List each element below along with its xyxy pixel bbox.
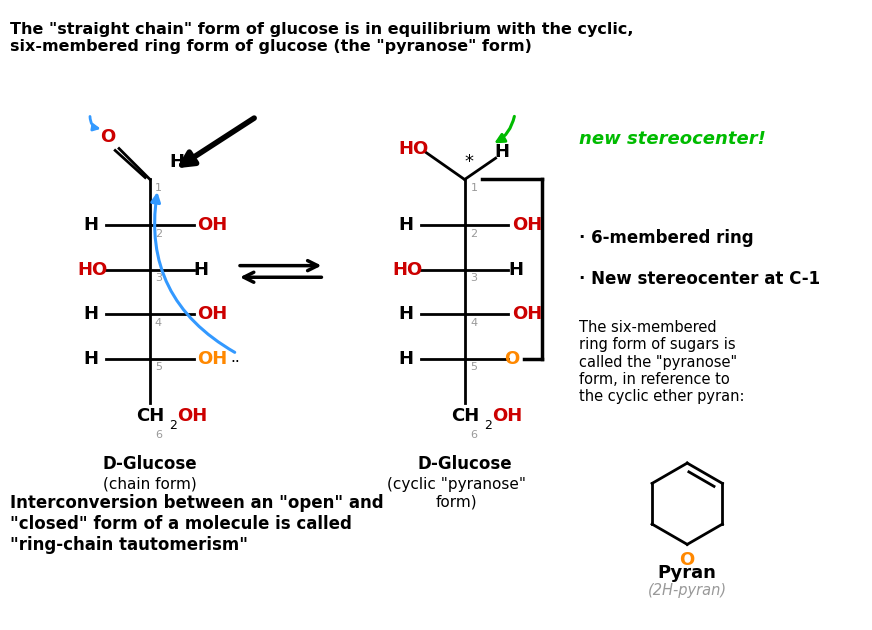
Text: H: H	[398, 305, 413, 323]
Text: H: H	[84, 216, 99, 234]
Text: new stereocenter!: new stereocenter!	[579, 130, 766, 148]
Text: ··: ··	[230, 355, 240, 370]
FancyArrowPatch shape	[152, 195, 235, 352]
Text: H: H	[84, 305, 99, 323]
Text: OH: OH	[512, 305, 542, 323]
Text: H: H	[494, 144, 509, 161]
Text: Interconversion between an "open" and
"closed" form of a molecule is called
"rin: Interconversion between an "open" and "c…	[10, 494, 384, 554]
Text: · 6-membered ring: · 6-membered ring	[579, 229, 753, 246]
Text: 1: 1	[470, 183, 477, 193]
Text: (2H-pyran): (2H-pyran)	[648, 583, 726, 598]
Text: H: H	[398, 216, 413, 234]
Text: 2: 2	[155, 229, 162, 239]
Text: 2: 2	[484, 418, 492, 432]
Text: H: H	[508, 261, 523, 278]
Text: OH: OH	[197, 305, 228, 323]
Text: 4: 4	[155, 318, 162, 328]
Text: OH: OH	[512, 216, 542, 234]
Text: 3: 3	[155, 273, 162, 284]
Text: D-Glucose: D-Glucose	[103, 455, 197, 473]
Text: OH: OH	[197, 350, 228, 367]
Text: 6: 6	[470, 430, 477, 440]
Text: 3: 3	[470, 273, 477, 284]
Text: 5: 5	[470, 362, 477, 372]
Text: The "straight chain" form of glucose is in equilibrium with the cyclic,
six-memb: The "straight chain" form of glucose is …	[10, 21, 633, 54]
Text: HO: HO	[392, 261, 422, 278]
Text: (chain form): (chain form)	[103, 477, 197, 491]
Text: O: O	[504, 350, 520, 367]
FancyArrowPatch shape	[90, 117, 98, 130]
Text: H: H	[398, 350, 413, 367]
Text: O: O	[99, 128, 115, 146]
FancyArrowPatch shape	[497, 117, 514, 142]
Text: CH: CH	[137, 407, 165, 425]
Text: 5: 5	[155, 362, 162, 372]
Text: H: H	[170, 153, 185, 171]
Text: OH: OH	[492, 407, 522, 425]
Text: · New stereocenter at C-1: · New stereocenter at C-1	[579, 270, 820, 288]
Text: H: H	[84, 350, 99, 367]
FancyArrowPatch shape	[181, 118, 254, 165]
Text: O: O	[679, 551, 695, 569]
Text: (cyclic "pyranose"
form): (cyclic "pyranose" form)	[387, 477, 527, 509]
Text: The six-membered
ring form of sugars is
called the "pyranose"
form, in reference: The six-membered ring form of sugars is …	[579, 320, 745, 404]
Text: H: H	[194, 261, 208, 278]
Text: HO: HO	[399, 139, 429, 158]
Text: 2: 2	[169, 418, 177, 432]
Text: 1: 1	[155, 183, 162, 193]
Text: CH: CH	[451, 407, 480, 425]
Text: OH: OH	[177, 407, 208, 425]
Text: Pyran: Pyran	[657, 564, 717, 581]
Text: 2: 2	[470, 229, 478, 239]
Text: OH: OH	[197, 216, 228, 234]
Text: D-Glucose: D-Glucose	[418, 455, 512, 473]
Text: 4: 4	[470, 318, 478, 328]
Text: HO: HO	[78, 261, 107, 278]
Text: *: *	[465, 153, 474, 171]
Text: 6: 6	[155, 430, 162, 440]
